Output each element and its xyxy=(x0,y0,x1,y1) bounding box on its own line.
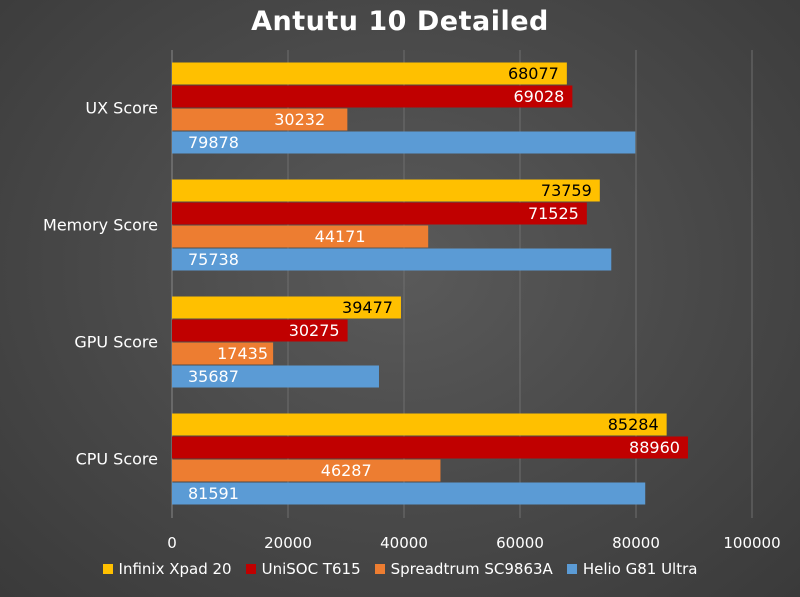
data-label: 73759 xyxy=(541,181,592,200)
bar xyxy=(172,296,401,319)
bar xyxy=(172,85,573,108)
bar xyxy=(172,225,429,248)
data-label: 88960 xyxy=(629,438,680,457)
bar xyxy=(172,202,587,225)
legend-label: Infinix Xpad 20 xyxy=(118,560,232,578)
legend-swatch xyxy=(245,564,256,574)
bar xyxy=(172,365,379,388)
x-tick-label: 60000 xyxy=(496,534,544,552)
bar xyxy=(172,436,688,459)
legend-label: Spreadtrum SC9863A xyxy=(390,560,553,578)
data-label: 85284 xyxy=(608,415,659,434)
x-tick-label: 80000 xyxy=(612,534,660,552)
legend-item: Helio G81 Ultra xyxy=(566,560,698,578)
data-label: 17435 xyxy=(217,344,268,363)
x-tick-label: 40000 xyxy=(380,534,428,552)
bar xyxy=(172,319,348,342)
x-tick-label: 0 xyxy=(167,534,177,552)
data-label: 75738 xyxy=(188,250,239,269)
data-label: 44171 xyxy=(315,227,366,246)
data-label: 81591 xyxy=(188,484,239,503)
x-tick-label: 100000 xyxy=(723,534,780,552)
legend-item: Infinix Xpad 20 xyxy=(102,560,232,578)
data-label: 79878 xyxy=(188,133,239,152)
category-label: UX Score xyxy=(85,99,158,118)
data-label: 68077 xyxy=(508,64,559,83)
data-label: 30232 xyxy=(274,110,325,129)
data-label: 69028 xyxy=(513,87,564,106)
bar xyxy=(172,131,636,154)
bar xyxy=(172,108,348,131)
legend-label: Helio G81 Ultra xyxy=(582,560,698,578)
category-label: GPU Score xyxy=(74,333,158,352)
legend-label: UniSOC T615 xyxy=(261,560,361,578)
category-label: CPU Score xyxy=(76,450,158,469)
data-label: 71525 xyxy=(528,204,579,223)
data-label: 30275 xyxy=(289,321,340,340)
legend-swatch xyxy=(374,564,385,574)
bar-chart: 0 20000 40000 60000 80000 100000 UX Score 68077… xyxy=(43,50,780,552)
bar xyxy=(172,482,646,505)
legend-swatch xyxy=(566,564,577,574)
data-label: 39477 xyxy=(342,298,393,317)
bar xyxy=(172,342,274,365)
bar xyxy=(172,413,667,436)
bar xyxy=(172,62,567,85)
legend: Infinix Xpad 20 UniSOC T615 Spreadtrum SC9… xyxy=(0,560,800,578)
bar xyxy=(172,179,600,202)
legend-swatch xyxy=(102,564,113,574)
data-label: 46287 xyxy=(321,461,372,480)
category-label: Memory Score xyxy=(43,216,158,235)
x-tick-label: 20000 xyxy=(264,534,312,552)
legend-item: UniSOC T615 xyxy=(245,560,361,578)
legend-item: Spreadtrum SC9863A xyxy=(374,560,553,578)
bar xyxy=(172,459,441,482)
data-label: 35687 xyxy=(188,367,239,386)
bar xyxy=(172,248,612,271)
chart-title: Antutu 10 Detailed xyxy=(251,6,549,37)
